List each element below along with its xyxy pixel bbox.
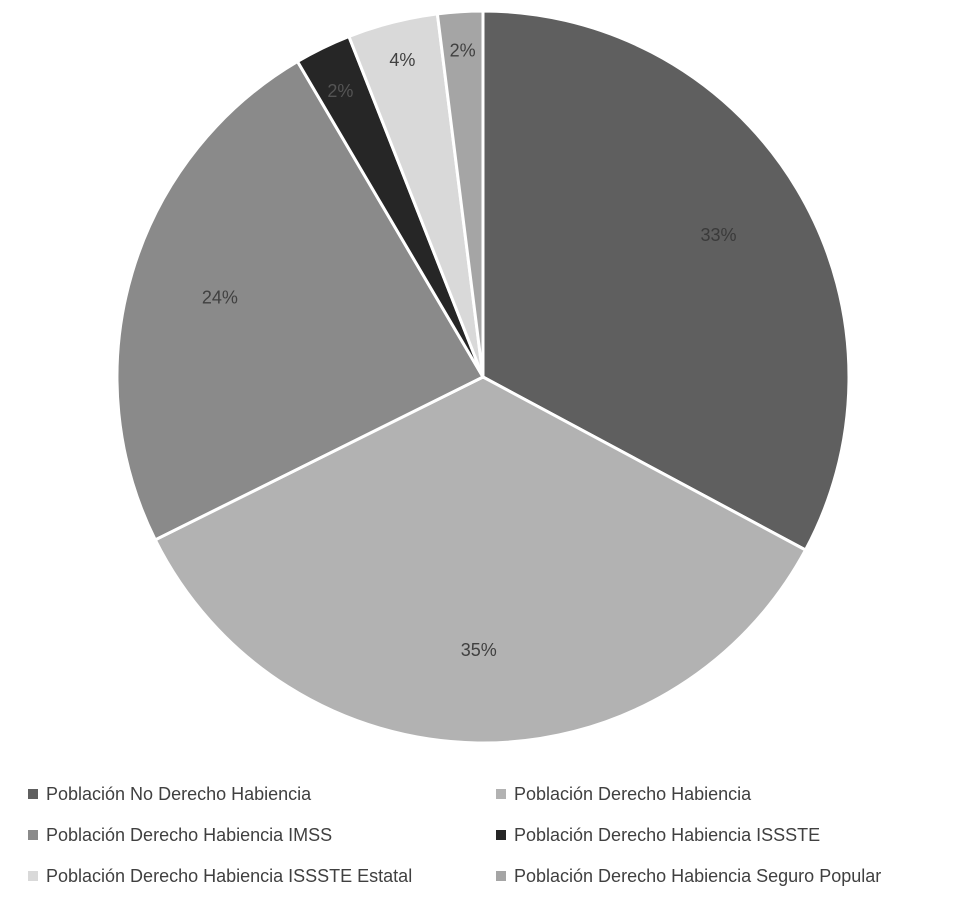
legend-label: Población No Derecho Habiencia	[46, 783, 312, 804]
slice-data-label: 2%	[450, 41, 476, 61]
legend-item: Población Derecho Habiencia ISSSTE Estat…	[28, 864, 412, 888]
slice-data-label: 35%	[461, 640, 497, 660]
legend-item: Población Derecho Habiencia	[496, 782, 751, 806]
pie-slice	[481, 9, 851, 553]
legend-swatch	[28, 789, 38, 799]
legend-item: Población Derecho Habiencia Seguro Popul…	[496, 864, 881, 888]
legend-item: Población Derecho Habiencia IMSS	[28, 823, 332, 847]
legend-swatch	[496, 789, 506, 799]
legend-label: Población Derecho Habiencia Seguro Popul…	[514, 865, 882, 886]
legend-label: Población Derecho Habiencia ISSSTE	[514, 824, 821, 845]
pie-slice	[435, 9, 485, 378]
legend-swatch	[28, 871, 38, 881]
pie-slice	[115, 59, 486, 542]
slice-data-label: 33%	[701, 225, 737, 245]
pie-slice	[153, 375, 808, 745]
slice-data-label: 4%	[389, 50, 415, 70]
legend-item: Población Derecho Habiencia ISSSTE	[496, 823, 820, 847]
legend-swatch	[496, 871, 506, 881]
legend-swatch	[28, 830, 38, 840]
legend-label: Población Derecho Habiencia ISSSTE Estat…	[46, 865, 413, 886]
legend-swatch	[496, 830, 506, 840]
pie-chart: 33% 35% 24% 2% 4% 2%	[115, 9, 851, 745]
legend-item: Población No Derecho Habiencia	[28, 782, 311, 806]
legend-label: Población Derecho Habiencia	[514, 783, 752, 804]
slice-data-label: 24%	[202, 287, 238, 307]
legend-label: Población Derecho Habiencia IMSS	[46, 824, 333, 845]
slice-data-label: 2%	[327, 81, 353, 101]
